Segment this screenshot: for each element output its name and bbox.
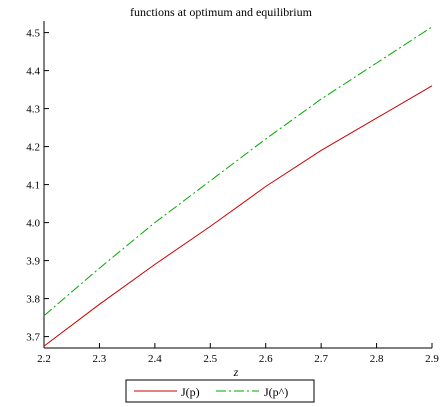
x-tick-label: 2.5 xyxy=(203,353,217,365)
x-tick-label: 2.3 xyxy=(93,353,107,365)
y-tick-label: 4.0 xyxy=(26,218,40,230)
series-lines xyxy=(43,26,433,347)
y-tick-label: 3.7 xyxy=(26,332,40,344)
y-ticks: 3.7 3.8 3.9 4.0 4.1 4.2 4.3 4.4 4.5 xyxy=(26,28,49,344)
x-tick-label: 2.7 xyxy=(314,353,328,365)
chart-title: functions at optimum and equilibrium xyxy=(130,5,313,19)
legend-label-j-p: J(p) xyxy=(181,385,200,399)
y-tick-label: 3.9 xyxy=(26,256,40,268)
x-tick-label: 2.4 xyxy=(148,353,162,365)
x-tick-label: 2.6 xyxy=(259,353,273,365)
legend: J(p) J(p^) xyxy=(125,379,315,403)
x-tick-label: 2.9 xyxy=(425,353,439,365)
series-line-0 xyxy=(43,85,433,347)
series-line-1 xyxy=(43,26,433,317)
y-tick-label: 4.5 xyxy=(26,28,40,40)
y-tick-label: 4.3 xyxy=(26,104,40,116)
x-tick-label: 2.8 xyxy=(370,353,384,365)
x-axis-label: z xyxy=(233,365,239,379)
x-ticks: 2.2 2.3 2.4 2.5 2.6 2.7 2.8 2.9 xyxy=(37,343,439,365)
y-tick-label: 4.2 xyxy=(26,142,40,154)
axes xyxy=(43,21,432,349)
y-tick-label: 3.8 xyxy=(26,294,40,306)
y-tick-label: 4.4 xyxy=(26,66,40,78)
y-tick-label: 4.1 xyxy=(26,180,40,192)
x-tick-label: 2.2 xyxy=(37,353,51,365)
legend-label-j-p-hat: J(p^) xyxy=(264,385,288,399)
